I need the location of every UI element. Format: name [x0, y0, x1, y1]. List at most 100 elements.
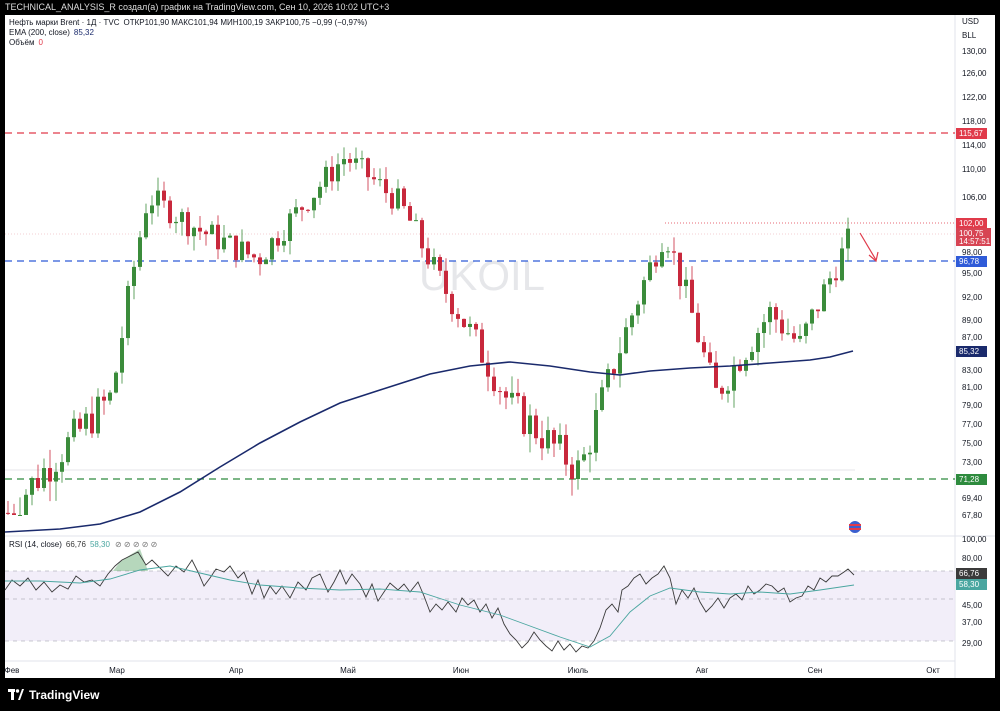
rsi-tick-label: 29,00: [962, 639, 983, 648]
candle-body: [540, 438, 544, 449]
tag-resistance: 115,67: [956, 128, 987, 139]
candle-body: [624, 327, 628, 354]
legend-symbol[interactable]: Нефть марки Brent · 1Д · TVC ОТКР101,90 М…: [9, 18, 368, 27]
candle-body: [246, 241, 250, 255]
candle-body: [660, 252, 664, 267]
candle-body: [150, 205, 154, 214]
footer-brand[interactable]: TradingView: [8, 687, 99, 703]
candle-body: [96, 396, 100, 434]
ema-200-line[interactable]: [4, 350, 854, 533]
tag-rsi-text: 66,76: [959, 569, 980, 578]
candle-body: [798, 335, 802, 339]
candle-body: [810, 309, 814, 324]
rsi-ma-line[interactable]: [5, 565, 855, 648]
legend-volume[interactable]: Объём 0: [9, 38, 44, 47]
candle-body: [792, 333, 796, 339]
candle-body: [840, 248, 844, 281]
candle-body: [204, 231, 208, 235]
candle-body: [570, 464, 574, 480]
candle-body: [636, 304, 640, 316]
candle-body: [126, 285, 130, 339]
candle-body: [336, 164, 340, 182]
time-axis[interactable]: Фев Мар Апр Май Июн Июль Авг Сен Окт: [5, 666, 940, 675]
price-tick-label: 75,00: [962, 439, 983, 448]
tag-rsi: 66,76: [956, 568, 987, 579]
candle-body: [462, 318, 466, 327]
candle-body: [300, 207, 304, 210]
projection-arrow[interactable]: [859, 232, 877, 261]
candle-body: [756, 333, 760, 353]
candle-body: [60, 462, 64, 472]
time-tick-label: Июн: [453, 666, 469, 675]
tag-support-mid: 96,78: [956, 256, 987, 267]
candle-body: [306, 209, 310, 211]
candle-body: [348, 159, 352, 163]
price-axis[interactable]: 130,00 126,00 122,00 118,00 114,00 110,00 106,…: [962, 47, 987, 520]
candle-body: [24, 494, 28, 515]
price-tick-label: 122,00: [962, 93, 987, 102]
candle-body: [630, 315, 634, 328]
tag-support-low-text: 71,28: [959, 475, 980, 484]
candle-body: [6, 512, 10, 514]
price-tick-label: 110,00: [962, 165, 986, 174]
candle-body: [312, 197, 316, 211]
candle-body: [498, 391, 502, 393]
candle-body: [228, 235, 232, 238]
candle-body: [324, 166, 328, 187]
candle-body: [180, 212, 184, 222]
candle-body: [780, 319, 784, 334]
rsi-axis[interactable]: 100,00 80,00 45,00 37,00 29,00: [962, 535, 987, 648]
candle-body: [654, 262, 658, 267]
candle-body: [240, 241, 244, 261]
legend-volume-label: Объём: [9, 38, 35, 47]
candle-body: [492, 376, 496, 392]
tag-support-mid-text: 96,78: [959, 257, 980, 266]
legend-ema[interactable]: EMA (200, close) 85,32: [9, 28, 94, 37]
candle-body: [72, 418, 76, 438]
legend-rsi[interactable]: RSI (14, close) 66,76 58,30 ⊘ ⊘ ⊘ ⊘ ⊘: [9, 540, 157, 549]
time-tick-label: Июль: [568, 666, 588, 675]
candle-body: [786, 333, 790, 335]
candle-body: [354, 158, 358, 163]
candles-group: [6, 147, 850, 516]
price-tick-label: 92,00: [962, 293, 983, 302]
candle-body: [750, 352, 754, 361]
price-tick-label: 77,00: [962, 420, 983, 429]
tag-resistance-text: 115,67: [959, 129, 983, 138]
legend-ohlc: ОТКР101,90 МАКС101,94 МИН100,19 ЗАКР100,…: [123, 18, 367, 27]
candle-body: [828, 278, 832, 285]
candle-body: [264, 259, 268, 265]
candle-body: [720, 387, 724, 394]
candle-body: [78, 418, 82, 429]
candle-body: [66, 437, 70, 463]
rsi-tick-label: 100,00: [962, 535, 987, 544]
tag-support-low: 71,28: [956, 474, 987, 485]
price-tick-label: 87,00: [962, 333, 983, 342]
candle-body: [120, 338, 124, 373]
candle-body: [402, 188, 406, 207]
price-tick-label: 67,80: [962, 511, 983, 520]
candle-body: [618, 353, 622, 374]
candle-body: [102, 396, 106, 401]
legend-rsi-value: 66,76: [66, 540, 87, 549]
candle-body: [672, 251, 676, 253]
candle-body: [144, 213, 148, 238]
candle-body: [702, 342, 706, 353]
rsi-line[interactable]: [4, 551, 855, 653]
candle-body: [804, 323, 808, 336]
time-tick-label: Авг: [696, 666, 709, 675]
candle-body: [528, 415, 532, 435]
candle-body: [198, 227, 202, 232]
candle-body: [420, 220, 424, 249]
candle-body: [396, 188, 400, 209]
tag-rsi-ma-text: 58,30: [959, 580, 980, 589]
price-tick-label: 106,00: [962, 193, 987, 202]
flag-icon[interactable]: [849, 521, 861, 533]
candle-body: [192, 227, 196, 237]
time-tick-label: Фев: [5, 666, 20, 675]
candle-body: [186, 212, 190, 237]
candle-body: [378, 179, 382, 181]
candle-body: [708, 352, 712, 363]
time-tick-label: Апр: [229, 666, 244, 675]
